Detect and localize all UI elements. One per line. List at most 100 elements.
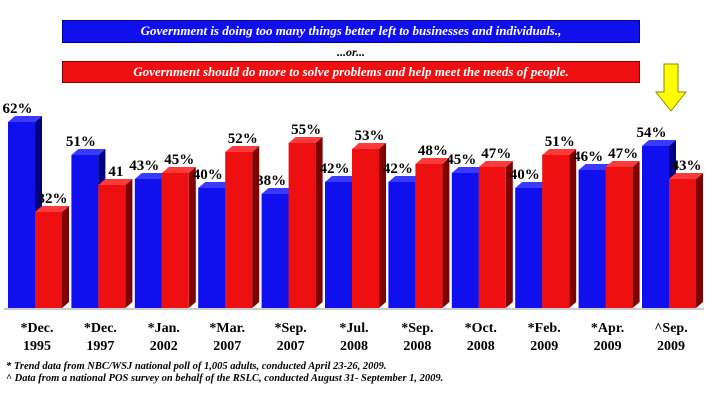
bar-top-s0-3 xyxy=(198,182,233,188)
bar-top-s0-6 xyxy=(388,176,423,182)
data-label-s0-3: 40% xyxy=(193,167,223,183)
bar-side-s1-8 xyxy=(569,149,577,308)
bar-s0-6 xyxy=(388,182,416,308)
bar-s1-5 xyxy=(352,149,379,308)
bar-s0-5 xyxy=(325,182,352,308)
data-label-s0-10: 54% xyxy=(637,125,667,141)
category-label-6-0: *Sep. xyxy=(401,321,433,336)
category-label-5-1: 2008 xyxy=(340,339,368,354)
bar-s0-0 xyxy=(8,122,35,308)
data-label-s1-0: 32% xyxy=(38,191,68,207)
category-label-2-0: *Jan. xyxy=(148,321,180,336)
highlight-arrow-icon xyxy=(654,63,688,112)
bar-s0-1 xyxy=(71,155,99,308)
data-label-s0-8: 40% xyxy=(510,167,540,183)
data-label-s1-3: 52% xyxy=(228,131,258,147)
bar-s0-7 xyxy=(451,173,479,308)
bar-side-s1-6 xyxy=(442,158,450,308)
bar-s1-0 xyxy=(35,212,62,308)
category-label-3-1: 2007 xyxy=(213,339,241,354)
bar-s0-9 xyxy=(578,170,606,308)
category-label-4-0: *Sep. xyxy=(274,321,306,336)
bar-top-s0-4 xyxy=(261,188,296,194)
bar-top-s0-9 xyxy=(578,164,613,170)
bar-side-s1-7 xyxy=(505,161,513,308)
bar-top-s1-0 xyxy=(35,206,69,212)
category-label-5-0: *Jul. xyxy=(339,321,368,336)
bar-side-s1-3 xyxy=(252,146,260,308)
data-label-s1-2: 45% xyxy=(164,152,194,168)
data-label-s0-7: 45% xyxy=(446,152,476,168)
category-label-4-1: 2007 xyxy=(277,339,305,354)
category-label-8-1: 2009 xyxy=(530,339,558,354)
bar-top-s1-4 xyxy=(288,137,323,143)
bar-s1-2 xyxy=(161,173,189,308)
category-label-1-1: 1997 xyxy=(86,339,114,354)
bar-side-s1-2 xyxy=(188,167,196,308)
category-label-7-0: *Oct. xyxy=(465,321,497,336)
bar-side-s1-4 xyxy=(315,137,323,308)
bar-s1-8 xyxy=(542,155,570,308)
bar-s1-4 xyxy=(288,143,316,308)
bar-top-s0-8 xyxy=(515,182,550,188)
data-label-s0-5: 42% xyxy=(320,161,350,177)
bar-s1-3 xyxy=(225,152,253,308)
category-label-3-0: *Mar. xyxy=(209,321,245,336)
bar-side-s1-10 xyxy=(696,173,703,308)
bar-s0-8 xyxy=(515,188,543,308)
footnote-nbc-wsj: * Trend data from NBC/WSJ national poll … xyxy=(6,361,387,372)
bar-s0-3 xyxy=(198,188,226,308)
data-label-s1-9: 47% xyxy=(608,146,638,162)
data-label-s1-5: 53% xyxy=(355,128,385,144)
bar-top-s0-5 xyxy=(325,176,359,182)
bar-top-s1-5 xyxy=(352,143,386,149)
bar-s1-7 xyxy=(478,167,506,308)
category-label-2-1: 2002 xyxy=(150,339,178,354)
bar-top-s1-7 xyxy=(478,161,513,167)
category-label-1-0: *Dec. xyxy=(84,321,117,336)
bar-side-s1-0 xyxy=(62,206,69,308)
data-label-s0-1: 51% xyxy=(66,134,96,150)
bar-top-s1-8 xyxy=(542,149,577,155)
bar-s1-1 xyxy=(98,185,126,308)
bar-top-s0-7 xyxy=(451,167,486,173)
category-label-9-1: 2009 xyxy=(594,339,622,354)
data-label-s1-1: 41 xyxy=(108,164,123,180)
bar-top-s0-1 xyxy=(71,149,106,155)
bar-side-s1-5 xyxy=(379,143,386,308)
legend-red-series: Government should do more to solve probl… xyxy=(62,61,640,83)
bar-side-s1-9 xyxy=(632,161,640,308)
category-label-9-0: *Apr. xyxy=(591,321,624,336)
bar-s1-6 xyxy=(415,164,443,308)
bar-s0-10 xyxy=(642,146,669,308)
category-label-6-1: 2008 xyxy=(403,339,431,354)
bar-s0-2 xyxy=(134,179,162,308)
bar-s1-9 xyxy=(605,167,633,308)
bar-top-s1-3 xyxy=(225,146,260,152)
category-label-7-1: 2008 xyxy=(467,339,495,354)
category-label-10-1: 2009 xyxy=(657,339,685,354)
legend-blue-series: Government is doing too many things bett… xyxy=(62,20,640,43)
data-label-s1-4: 55% xyxy=(291,122,321,138)
bar-top-s1-2 xyxy=(161,167,196,173)
data-label-s0-0: 62% xyxy=(3,101,33,117)
footnote-pos-rslc: ^ Data from a national POS survey on beh… xyxy=(6,373,444,384)
bar-side-s1-1 xyxy=(125,179,133,308)
data-label-s0-2: 43% xyxy=(129,158,159,174)
data-label-s1-7: 47% xyxy=(481,146,511,162)
data-label-s0-6: 42% xyxy=(383,161,413,177)
data-label-s1-8: 51% xyxy=(545,134,575,150)
bar-top-s1-1 xyxy=(98,179,133,185)
legend-or-separator: ...or... xyxy=(336,45,365,59)
data-label-s1-10: 43% xyxy=(672,158,702,174)
data-label-s0-4: 38% xyxy=(256,173,286,189)
bar-top-s0-10 xyxy=(642,140,676,146)
category-label-0-0: *Dec. xyxy=(20,321,53,336)
category-label-0-1: 1995 xyxy=(23,339,51,354)
category-label-8-0: *Feb. xyxy=(528,321,561,336)
bar-top-s1-9 xyxy=(605,161,640,167)
data-label-s0-9: 46% xyxy=(573,149,603,165)
bar-s1-10 xyxy=(669,179,696,308)
bar-top-s0-0 xyxy=(8,116,42,122)
